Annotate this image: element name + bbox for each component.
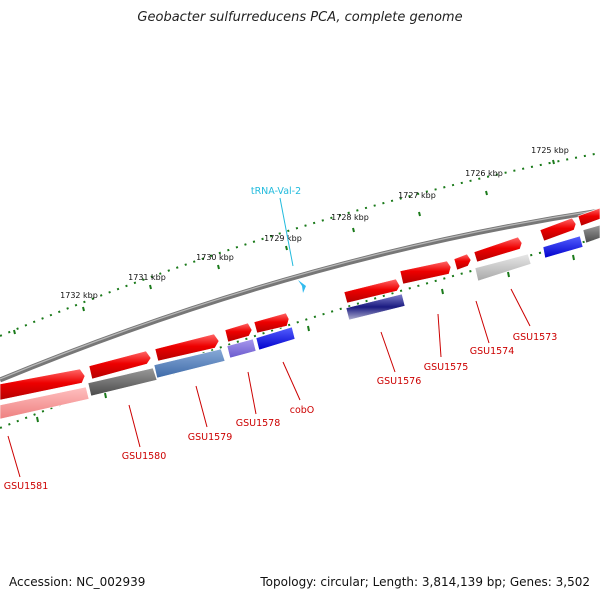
gene-feature[interactable] bbox=[539, 217, 577, 242]
gene-feature[interactable] bbox=[453, 253, 472, 271]
outer-major-ticks bbox=[13, 159, 555, 335]
gene-feature[interactable] bbox=[253, 312, 290, 334]
kbp-scale-labels: 1725 kbp 1726 kbp 1727 kbp 1728 kbp 1729… bbox=[60, 146, 569, 300]
gene-feature[interactable] bbox=[0, 368, 86, 401]
gene-feature[interactable] bbox=[345, 293, 406, 321]
gene-label[interactable]: GSU1575 bbox=[424, 362, 469, 373]
gene-feature[interactable] bbox=[154, 333, 220, 362]
kbp-label: 1726 kbp bbox=[465, 169, 503, 178]
trna-label: tRNA-Val-2 bbox=[251, 186, 301, 197]
inner-major-ticks bbox=[36, 254, 575, 423]
kbp-label: 1729 kbp bbox=[264, 234, 302, 243]
gene-feature[interactable] bbox=[582, 224, 600, 244]
gene-leader-lines bbox=[7, 288, 531, 478]
gene-feature[interactable] bbox=[87, 367, 158, 397]
gene-feature[interactable] bbox=[343, 278, 401, 304]
gene-label[interactable]: GSU1573 bbox=[513, 332, 558, 343]
gene-label[interactable]: GSU1578 bbox=[236, 418, 281, 429]
gene-feature[interactable] bbox=[474, 253, 532, 282]
kbp-label: 1732 kbp bbox=[60, 291, 98, 300]
kbp-label: 1731 kbp bbox=[128, 273, 166, 282]
gene-feature[interactable] bbox=[226, 338, 257, 359]
trna-feature-marker bbox=[298, 280, 306, 293]
trna-leader-line bbox=[279, 197, 294, 267]
gene-feature[interactable] bbox=[153, 348, 226, 379]
gene-feature[interactable] bbox=[0, 386, 90, 420]
genome-backbone bbox=[0, 208, 600, 383]
gene-label[interactable]: GSU1580 bbox=[122, 451, 167, 462]
gene-label[interactable]: GSU1581 bbox=[4, 481, 49, 492]
gene-labels: GSU1573 GSU1574 GSU1575 GSU1576 cobO GSU… bbox=[4, 332, 558, 492]
gene-feature[interactable] bbox=[88, 350, 152, 380]
feature-boxes-inner bbox=[0, 224, 600, 420]
gene-feature[interactable] bbox=[473, 236, 523, 263]
map-title: Geobacter sulfurreducens PCA, complete g… bbox=[137, 10, 463, 25]
gene-feature[interactable] bbox=[255, 326, 296, 351]
gene-label[interactable]: GSU1574 bbox=[470, 346, 515, 357]
genome-backbone-highlight bbox=[0, 209, 600, 380]
gene-feature[interactable] bbox=[542, 235, 584, 259]
gene-label[interactable]: GSU1576 bbox=[377, 376, 422, 387]
kbp-label: 1730 kbp bbox=[196, 253, 234, 262]
kbp-label: 1727 kbp bbox=[398, 191, 436, 200]
gene-feature[interactable] bbox=[399, 260, 452, 285]
gene-label[interactable]: GSU1579 bbox=[188, 432, 233, 443]
gene-feature[interactable] bbox=[224, 322, 253, 343]
forward-strand-genes bbox=[0, 207, 600, 401]
accession-text: Accession: NC_002939 bbox=[9, 575, 146, 589]
kbp-label: 1725 kbp bbox=[531, 146, 569, 155]
gene-label[interactable]: cobO bbox=[290, 405, 315, 416]
genome-summary-text: Topology: circular; Length: 3,814,139 bp… bbox=[260, 575, 590, 589]
gene-feature[interactable] bbox=[577, 207, 600, 227]
kbp-label: 1728 kbp bbox=[331, 213, 369, 222]
outer-tick-ring bbox=[0, 152, 600, 337]
